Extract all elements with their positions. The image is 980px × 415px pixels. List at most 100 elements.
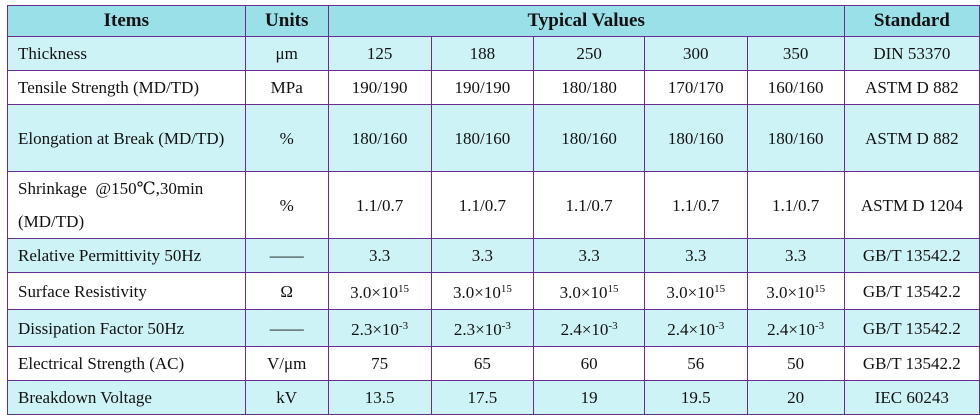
cell-value: 180/160 (533, 104, 645, 172)
cell-unit: —— (244, 309, 329, 347)
cell-value: 56 (643, 346, 748, 381)
row-electrical-strength: Electrical Strength (AC) V/μm 75 65 60 5… (7, 346, 980, 381)
cell-value: 180/160 (643, 104, 748, 172)
cell-value: 188 (430, 36, 535, 71)
row-dissipation-factor: Dissipation Factor 50Hz —— 2.3×10-3 2.3×… (7, 309, 980, 347)
cell-standard: GB/T 13542.2 (843, 272, 980, 310)
cell-value: 3.0×1015 (746, 272, 845, 310)
cell-item: Shrinkage @150℃,30min (MD/TD) (7, 171, 246, 239)
cell-value: 250 (533, 36, 645, 71)
cell-standard: ASTM D 882 (843, 104, 980, 172)
cell-value: 13.5 (327, 380, 432, 415)
cell-item: Elongation at Break (MD/TD) (7, 104, 246, 172)
value-exponent: -3 (398, 320, 409, 332)
cell-value: 190/190 (430, 70, 535, 105)
row-thickness: Thickness μm 125 188 250 300 350 DIN 533… (7, 36, 980, 71)
cell-unit: MPa (244, 70, 329, 105)
value-base: 3.0×10 (559, 283, 608, 302)
cell-value: 180/180 (533, 70, 645, 105)
value-exponent: 15 (607, 283, 619, 295)
header-units: Units (244, 5, 329, 37)
cell-value: 75 (327, 346, 432, 381)
row-breakdown-voltage: Breakdown Voltage kV 13.5 17.5 19 19.5 2… (7, 380, 980, 415)
value-base: 3.0×10 (452, 283, 501, 302)
cell-value: 3.0×1015 (533, 272, 645, 310)
cell-standard: GB/T 13542.2 (843, 346, 980, 381)
row-relative-permittivity: Relative Permittivity 50Hz —— 3.3 3.3 3.… (7, 238, 980, 273)
header-items: Items (7, 5, 246, 37)
cell-unit: kV (244, 380, 329, 415)
value-base: 3.0×10 (666, 283, 715, 302)
value-exponent: -3 (608, 320, 618, 332)
value-base: 2.3×10 (453, 320, 502, 339)
cell-value: 170/170 (643, 70, 748, 105)
row-surface-resistivity: Surface Resistivity Ω 3.0×1015 3.0×1015 … (7, 272, 980, 310)
cell-value: 60 (533, 346, 645, 381)
row-shrinkage: Shrinkage @150℃,30min (MD/TD) % 1.1/0.7 … (7, 171, 980, 239)
cell-value: 19.5 (643, 380, 748, 415)
value-base: 2.4×10 (767, 320, 815, 339)
cell-value: 180/160 (746, 104, 845, 172)
cell-value: 2.4×10-3 (533, 309, 645, 347)
cell-value: 160/160 (746, 70, 845, 105)
cell-value: 180/160 (430, 104, 535, 172)
value-exponent: -3 (501, 320, 511, 332)
cell-value: 3.3 (327, 238, 432, 273)
value-base: 2.4×10 (667, 320, 716, 339)
cell-item: Thickness (7, 36, 246, 71)
value-base: 2.4×10 (560, 320, 609, 339)
header-standard: Standard (843, 5, 980, 37)
cell-unit: μm (244, 36, 329, 71)
cell-standard: GB/T 13542.2 (843, 309, 980, 347)
cell-value: 2.3×10-3 (430, 309, 535, 347)
cell-value: 2.4×10-3 (643, 309, 748, 347)
cell-value: 1.1/0.7 (643, 171, 748, 239)
cell-standard: DIN 53370 (843, 36, 980, 71)
cell-value: 2.4×10-3 (746, 309, 845, 347)
header-typical-values: Typical Values (327, 5, 845, 37)
row-elongation: Elongation at Break (MD/TD) % 180/160 18… (7, 104, 980, 172)
value-exponent: -3 (815, 320, 825, 332)
cell-value: 65 (430, 346, 535, 381)
cell-item: Breakdown Voltage (7, 380, 246, 415)
value-exponent: -3 (715, 320, 725, 332)
cell-standard: ASTM D 1204 (843, 171, 980, 239)
cell-value: 20 (746, 380, 845, 415)
cell-item: Electrical Strength (AC) (7, 346, 246, 381)
cell-value: 3.3 (643, 238, 748, 273)
cell-unit: % (244, 104, 329, 172)
cell-item: Relative Permittivity 50Hz (7, 238, 246, 273)
cell-standard: ASTM D 882 (843, 70, 980, 105)
cell-item: Tensile Strength (MD/TD) (7, 70, 246, 105)
value-base: 3.0×10 (350, 283, 399, 302)
properties-table-wrapper: Items Units Typical Values Standard Thic… (7, 5, 980, 415)
row-tensile-strength: Tensile Strength (MD/TD) MPa 190/190 190… (7, 70, 980, 105)
cell-standard: IEC 60243 (843, 380, 980, 415)
cell-value: 3.3 (533, 238, 645, 273)
value-exponent: 15 (714, 283, 726, 295)
cell-value: 1.1/0.7 (533, 171, 645, 239)
cell-value: 300 (643, 36, 748, 71)
cell-value: 180/160 (327, 104, 432, 172)
cell-value: 1.1/0.7 (430, 171, 535, 239)
header-row: Items Units Typical Values Standard (7, 5, 980, 37)
cell-value: 3.3 (746, 238, 845, 273)
value-base: 2.3×10 (351, 320, 399, 339)
cell-value: 17.5 (430, 380, 535, 415)
value-exponent: 15 (500, 283, 512, 295)
cell-item: Dissipation Factor 50Hz (7, 309, 246, 347)
value-exponent: 15 (398, 283, 410, 295)
cell-value: 1.1/0.7 (746, 171, 845, 239)
cell-item: Surface Resistivity (7, 272, 246, 310)
cell-unit: % (244, 171, 329, 239)
value-exponent: 15 (814, 283, 826, 295)
cell-value: 3.0×1015 (430, 272, 535, 310)
cell-value: 1.1/0.7 (327, 171, 432, 239)
cell-value: 190/190 (327, 70, 432, 105)
cell-unit: Ω (244, 272, 329, 310)
cell-unit: —— (244, 238, 329, 273)
cell-standard: GB/T 13542.2 (843, 238, 980, 273)
cell-value: 2.3×10-3 (327, 309, 432, 347)
cell-unit: V/μm (244, 346, 329, 381)
cell-value: 19 (533, 380, 645, 415)
